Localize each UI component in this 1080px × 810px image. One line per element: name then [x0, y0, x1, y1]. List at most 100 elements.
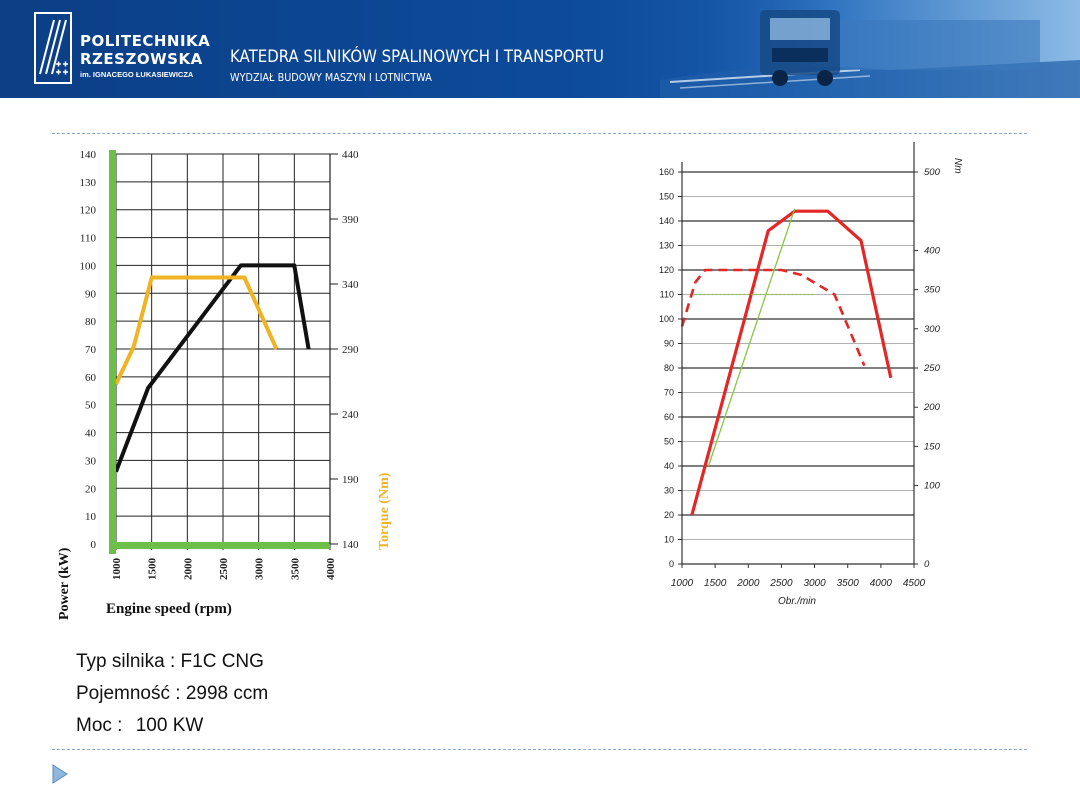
y-tick-label: 140 [80, 149, 97, 161]
y2-tick-label: 390 [342, 214, 359, 226]
torque-line [114, 275, 279, 385]
green-reference-line [707, 208, 796, 467]
engine-spec-block: Typ silnika : F1C CNG Pojemność : 2998 c… [76, 646, 268, 742]
y2-tick-label: 290 [342, 344, 359, 356]
chart-right-axes [678, 142, 918, 568]
y-tick-label: 40 [664, 461, 674, 471]
y-tick-label: 80 [85, 316, 97, 328]
y-tick-label: 130 [80, 177, 97, 189]
y-tick-label: 0 [669, 559, 674, 569]
x-tick-label: 1000 [111, 558, 123, 581]
x-tick-label: 3500 [837, 578, 860, 589]
y-tick-label: 120 [659, 265, 674, 275]
y2-tick-label: 400 [924, 245, 941, 256]
y-tick-label: 120 [80, 205, 97, 217]
y-tick-label: 80 [664, 363, 674, 373]
university-logo-icon [34, 12, 72, 84]
y-tick-label: 0 [91, 539, 97, 551]
bottom-divider [52, 749, 1027, 750]
y2-tick-label: 300 [924, 324, 941, 335]
chart-right-series [680, 208, 893, 516]
y2-tick-label: 200 [923, 402, 941, 413]
y2-tick-label: 150 [924, 441, 941, 452]
y-tick-label: 10 [664, 535, 674, 545]
x-tick-label: 2000 [736, 578, 760, 589]
triangle-bullet-icon [52, 764, 68, 784]
university-name-line1: POLITECHNIKA [80, 32, 211, 50]
y-tick-label: 90 [85, 288, 97, 300]
y2-tick-label: 500 [924, 167, 941, 178]
x-tick-label: 1500 [147, 558, 159, 581]
engine-power-value: 100 KW [135, 715, 204, 736]
y2-tick-label: 350 [924, 285, 941, 296]
y-tick-label: 30 [664, 486, 674, 496]
faculty-subtitle: WYDZIAŁ BUDOWY MASZYN I LOTNICTWA [230, 71, 432, 84]
y-tick-label: 70 [85, 344, 97, 356]
y-tick-label: 130 [659, 241, 674, 251]
x-tick-label: 1500 [704, 578, 727, 589]
header-banner: POLITECHNIKA RZESZOWSKA im. IGNACEGO ŁUK… [0, 0, 1080, 98]
y-tick-label: 110 [660, 290, 674, 300]
x-tick-label: 3000 [803, 578, 826, 589]
chart-right-tick-labels: 0 10 20 30 40 50 60 70 80 90 100 110 120 130 140 150 160… [659, 167, 941, 589]
x-tick-label: 4000 [870, 578, 893, 589]
x-tick-label: 2500 [218, 558, 230, 581]
chart-left-y2label: Torque (Nm) [377, 472, 392, 550]
y-tick-label: 60 [85, 372, 97, 384]
y-tick-label: 140 [659, 216, 674, 226]
y-tick-label: 70 [664, 388, 674, 398]
x-tick-label: 2500 [769, 578, 793, 589]
university-name-line2: RZESZOWSKA [80, 50, 203, 68]
y-tick-label: 40 [85, 428, 97, 440]
engine-capacity-line: Pojemność : 2998 ccm [76, 683, 269, 704]
chart-left-axes [109, 150, 338, 554]
y-tick-label: 110 [80, 233, 97, 245]
engine-type-line: Typ silnika : F1C CNG [76, 651, 264, 672]
y-tick-label: 100 [80, 260, 97, 272]
y-tick-label: 20 [85, 483, 97, 495]
y2-tick-label: 140 [342, 539, 359, 551]
y-tick-label: 150 [659, 192, 674, 202]
engine-power-label: Moc : [76, 715, 123, 736]
y-tick-label: 30 [85, 455, 97, 467]
x-axis-bar [109, 542, 330, 549]
x-tick-label: 1000 [671, 578, 694, 589]
x-tick-label: 4500 [903, 578, 926, 589]
y2-tick-label: 440 [342, 149, 359, 161]
y-tick-label: 60 [664, 412, 674, 422]
y2-tick-label: 190 [342, 474, 359, 486]
power-line [114, 263, 311, 473]
power-torque-chart-left: 0 10 20 30 40 50 60 70 80 90 100 110 120 130 140 1000 15… [48, 140, 400, 628]
x-tick-label: 2000 [182, 558, 194, 581]
truck-banner-icon [660, 0, 1080, 98]
power-line [690, 209, 893, 516]
y-tick-label: 100 [659, 314, 674, 324]
y-axis-bar [109, 150, 116, 554]
department-title: KATEDRA SILNIKÓW SPALINOWYCH I TRANSPORT… [230, 47, 604, 67]
chart-left-xlabel: Engine speed (rpm) [106, 601, 232, 617]
engine-power-line: Moc : 100 KW [76, 710, 268, 742]
torque-line [680, 268, 866, 367]
y-tick-label: 50 [664, 437, 674, 447]
y-tick-label: 160 [659, 167, 674, 177]
chart-left-ylabel: Power (kW) [57, 547, 72, 620]
y2-tick-label: 100 [924, 481, 941, 492]
top-divider [52, 133, 1027, 134]
chart-left-series [114, 263, 311, 473]
y-tick-label: 90 [664, 339, 674, 349]
chart-right-xlabel: Obr./min [778, 596, 816, 607]
x-tick-label: 3500 [289, 558, 301, 581]
y-tick-label: 10 [85, 511, 97, 523]
y2-tick-label: 250 [923, 363, 941, 374]
university-patron: im. IGNACEGO ŁUKASIEWICZA [80, 70, 194, 79]
y2-tick-label: 0 [924, 559, 930, 570]
y2-tick-label: 340 [342, 279, 359, 291]
chart-right-y2label: Nm [952, 158, 963, 174]
y-tick-label: 50 [85, 400, 97, 412]
y-tick-label: 20 [664, 510, 674, 520]
chart-right-grid [682, 171, 914, 565]
y2-tick-label: 240 [342, 409, 359, 421]
chart-left-tick-labels: 0 10 20 30 40 50 60 70 80 90 100 110 120 130 140 1000 15… [80, 149, 360, 580]
power-torque-chart-right: 0 10 20 30 40 50 60 70 80 90 100 110 120 130 140 150 160… [659, 142, 963, 607]
x-tick-label: 4000 [325, 558, 337, 581]
